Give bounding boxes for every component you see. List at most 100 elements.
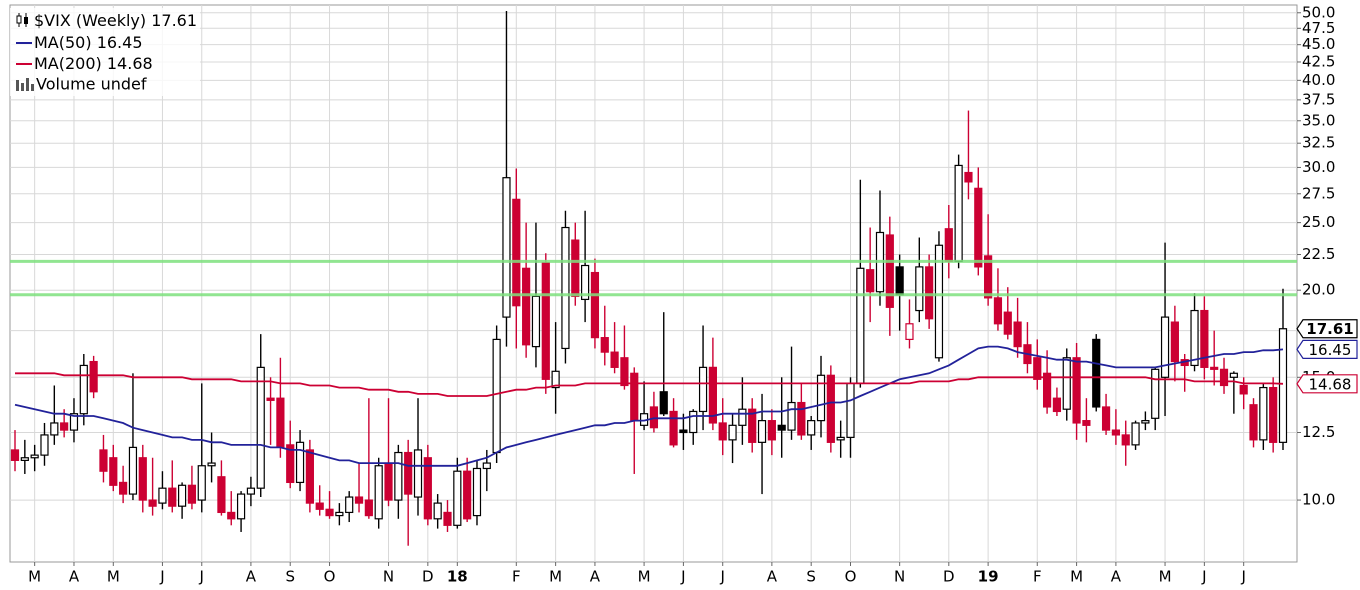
candle-body [138,457,147,501]
candle-body [433,502,442,520]
candle-body [148,499,157,507]
y-tick-label: 25.0 [1302,213,1335,231]
candle-body [128,446,138,495]
ma-line [15,372,1284,397]
candle-body [679,429,688,434]
x-tick-label: O [324,568,336,586]
candle-body [551,370,560,389]
candle-body [885,234,894,308]
volume-label: Volume undef [36,75,147,94]
candle-body [1278,328,1288,443]
y-tick-label: 27.5 [1302,184,1335,202]
candle-body [1033,357,1042,380]
candle-body [649,406,659,429]
candle-body [1210,366,1219,370]
candle-body [364,499,373,517]
candle-body [472,467,482,517]
x-tick-label: 19 [978,568,999,586]
candle-body [590,271,600,339]
candle-body [354,496,364,504]
candle-body [89,360,98,393]
candle-body [315,502,324,510]
candle-body [404,451,413,495]
x-tick-label: J [159,568,164,586]
candle-body [767,420,776,441]
candle-body [856,267,865,385]
candle-body [1003,311,1012,335]
candle-body [335,511,344,517]
candle-body [305,449,314,504]
x-tick-label: 18 [447,568,468,586]
candle-body [748,408,757,443]
y-tick-label: 32.5 [1302,134,1335,152]
candle-body [217,476,226,514]
candle-body [178,484,187,507]
x-tick-label: A [590,568,601,586]
candle-body [374,465,383,520]
candle-body [502,177,511,318]
candle-body [984,255,993,299]
candle-body [1101,406,1111,431]
candle-body [1239,384,1248,395]
candle-body [168,487,177,507]
legend-entry: MA(200) 14.68 [34,54,153,73]
candle-body [394,451,403,501]
candle-body [119,481,128,495]
candle-body [1249,404,1258,441]
candle-body [1259,386,1268,441]
candle-body [669,410,678,446]
candle-body [1229,372,1238,378]
candle-body [964,171,973,183]
candle-body [522,267,531,346]
title: $VIX (Weekly) [34,11,146,30]
candle-body [1052,397,1062,413]
candle-body [1013,321,1022,348]
ma-line [14,345,1284,467]
candle-body [492,338,501,454]
candle-body [718,422,727,441]
candle-body [30,454,39,459]
x-tick-label: N [383,568,394,586]
candle-body [934,244,944,359]
candle-body [1111,429,1120,436]
x-tick-label: S [806,568,816,586]
candle-body [197,465,206,501]
candle-body [600,337,609,353]
candles [10,10,1288,546]
candle-body [384,462,393,501]
candle-body [236,493,246,520]
candle-body [630,372,639,422]
y-tick-label: 35.0 [1302,111,1335,129]
candle-body [40,434,49,456]
x-tick-label: A [246,568,257,586]
y-tick-label: 10.0 [1302,491,1335,509]
price-label: 14.68 [1296,374,1358,394]
candle-body [708,366,717,424]
volume-icon [16,78,34,91]
x-tick-label: S [285,568,295,586]
candle-body [531,295,541,348]
candle-body [463,470,472,520]
x-tick-label: J [720,568,725,586]
series-last: 14.68 [107,54,153,73]
candle-body [836,436,845,441]
candle-body [1042,372,1052,408]
x-tick-label: A [767,568,778,586]
candle-body [1092,338,1101,408]
candle-body [925,266,934,320]
price-label-box [1296,374,1358,394]
x-tick-label: J [199,568,204,586]
candle-body [79,364,88,415]
price-label-text: 14.68 [1309,375,1352,393]
candle-body [423,457,432,520]
candle-body [295,441,305,484]
candle-body [738,408,747,426]
candle-body [256,366,265,489]
plot-frame [9,4,1298,563]
candle-body [895,266,904,296]
x-tick-label: M [1159,568,1172,586]
candle-body [50,422,59,436]
x-tick-label: F [1033,568,1042,586]
overlay [10,259,1297,467]
candle-body [109,457,118,486]
